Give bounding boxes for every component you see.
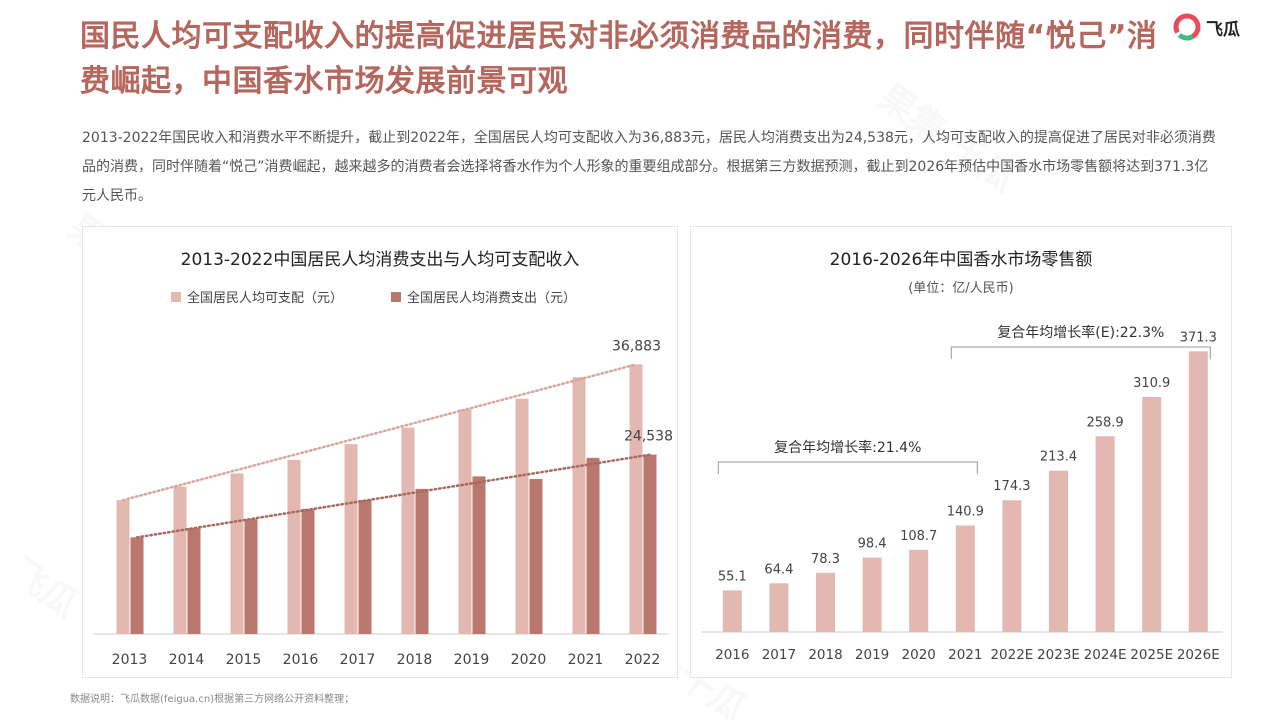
bar-spending xyxy=(244,519,258,634)
data-label-spending: 24,538 xyxy=(624,429,673,445)
chart-legend: 全国居民人均可支配（元） 全国居民人均消费支出（元） xyxy=(171,287,624,306)
perfume-market-chart-panel: 2016-2026年中国香水市场零售额 (单位：亿/人民币) 55.1 2016 6… xyxy=(690,226,1232,678)
bar-retail-sales xyxy=(769,583,789,632)
bar-spending xyxy=(643,454,657,634)
legend-label: 全国居民人均可支配（元） xyxy=(187,291,344,306)
x-tick-label: 2015 xyxy=(226,652,262,668)
bar-income xyxy=(116,500,130,634)
legend-label: 全国居民人均消费支出（元） xyxy=(407,291,577,306)
x-tick-label: 2020 xyxy=(902,647,936,663)
income-spending-chart-panel: 2013-2022中国居民人均消费支出与人均可支配收入 全国居民人均可支配（元）… xyxy=(82,226,678,678)
bar-retail-sales xyxy=(1002,500,1022,632)
cagr-annotation: 复合年均增长率(E):22.3% xyxy=(997,324,1164,341)
legend-item-income: 全国居民人均可支配（元） xyxy=(171,287,343,306)
bar-retail-sales xyxy=(1188,351,1208,632)
data-label: 213.4 xyxy=(1040,450,1077,465)
bar-retail-sales xyxy=(816,572,835,632)
bar-spending xyxy=(301,508,315,634)
bar-income xyxy=(173,486,187,634)
x-tick-label: 2022 xyxy=(625,652,661,668)
x-tick-label: 2019 xyxy=(855,647,889,663)
x-tick-label: 2018 xyxy=(808,647,842,663)
chart-title: 2013-2022中国居民人均消费支出与人均可支配收入 xyxy=(180,250,580,270)
x-tick-label: 2014 xyxy=(169,652,205,668)
legend-swatch xyxy=(391,291,402,302)
x-tick-label: 2022E xyxy=(990,647,1033,663)
bar-retail-sales xyxy=(722,590,742,632)
description-text: 2013-2022年国民收入和消费水平不断提升，截止到2022年，全国居民人均可… xyxy=(82,130,1216,204)
trend-line xyxy=(135,453,652,539)
x-tick-label: 2018 xyxy=(397,652,433,668)
bar-spending xyxy=(187,528,201,634)
logo-text: 飞瓜 xyxy=(1206,19,1240,40)
cagr-bracket xyxy=(950,346,1211,359)
data-label: 55.1 xyxy=(718,569,747,584)
chart-title: 2016-2026年中国香水市场零售额 xyxy=(829,250,1093,270)
bar-spending xyxy=(586,457,600,634)
data-label-income: 36,883 xyxy=(612,338,661,354)
data-label: 64.4 xyxy=(764,562,793,577)
bar-income xyxy=(287,459,301,634)
bar-spending xyxy=(130,537,144,634)
cagr-annotation: 复合年均增长率:21.4% xyxy=(774,439,921,456)
x-tick-label: 2024E xyxy=(1084,647,1127,663)
bar-retail-sales xyxy=(862,557,882,632)
bar-income xyxy=(401,427,415,634)
data-label: 108.7 xyxy=(900,529,937,544)
bar-income xyxy=(572,377,586,634)
data-source-note: 数据说明：飞瓜数据(feigua.cn)根据第三方网络公开资料整理； xyxy=(70,694,355,705)
x-tick-label: 2013 xyxy=(112,652,148,668)
x-tick-label: 2017 xyxy=(340,652,376,668)
x-tick-label: 2016 xyxy=(715,647,749,663)
trend-line xyxy=(121,363,638,502)
brand-logo[interactable]: 飞瓜 xyxy=(1172,10,1272,44)
data-label: 371.3 xyxy=(1180,330,1217,345)
x-tick-label: 2025E xyxy=(1130,647,1173,663)
bar-chart-income-spending: 2013 2014 2015 2016 2017 2018 2019 2020 2021 2022… xyxy=(93,338,673,668)
legend-swatch xyxy=(171,291,181,302)
x-tick-label: 2023E xyxy=(1037,647,1080,663)
data-label: 258.9 xyxy=(1086,415,1123,430)
bar-spending xyxy=(529,478,543,634)
x-tick-label: 2026E xyxy=(1177,647,1220,663)
chart-subtitle: (单位：亿/人民币) xyxy=(908,281,1014,296)
x-tick-label: 2017 xyxy=(762,647,796,663)
x-tick-label: 2019 xyxy=(454,652,490,668)
bar-income xyxy=(629,364,643,634)
bar-income xyxy=(230,473,244,634)
bar-income xyxy=(515,398,529,634)
feigua-logo-icon xyxy=(1173,13,1201,41)
bar-spending xyxy=(415,488,429,634)
cagr-bracket xyxy=(717,461,978,474)
data-label: 174.3 xyxy=(993,479,1030,494)
data-label: 98.4 xyxy=(858,537,887,552)
x-tick-label: 2021 xyxy=(568,652,604,668)
x-tick-label: 2016 xyxy=(283,652,319,668)
bar-retail-sales xyxy=(909,549,929,632)
legend-item-spending: 全国居民人均消费支出（元） xyxy=(391,287,576,306)
bar-spending xyxy=(472,476,486,634)
bar-retail-sales xyxy=(955,525,975,632)
x-tick-label: 2020 xyxy=(511,652,547,668)
x-tick-label: 2021 xyxy=(948,647,982,663)
data-label: 78.3 xyxy=(811,552,840,567)
bar-income xyxy=(458,409,472,634)
bar-income xyxy=(344,444,358,634)
bar-retail-sales xyxy=(1095,436,1115,632)
data-label: 140.9 xyxy=(947,504,984,519)
bar-spending xyxy=(358,500,372,634)
page-title: 国民人均可支配收入的提高促进居民对非必须消费品的消费，同时伴随“悦己”消费崛起，… xyxy=(80,19,1158,99)
data-label: 310.9 xyxy=(1133,376,1170,391)
bar-retail-sales xyxy=(1142,396,1162,632)
bar-chart-perfume-market: 55.1 2016 64.4 2017 78.3 2018 98.4 2019 108.7 202… xyxy=(701,324,1223,663)
bar-retail-sales xyxy=(1049,470,1068,632)
watermark: 飞瓜 xyxy=(2,551,86,627)
